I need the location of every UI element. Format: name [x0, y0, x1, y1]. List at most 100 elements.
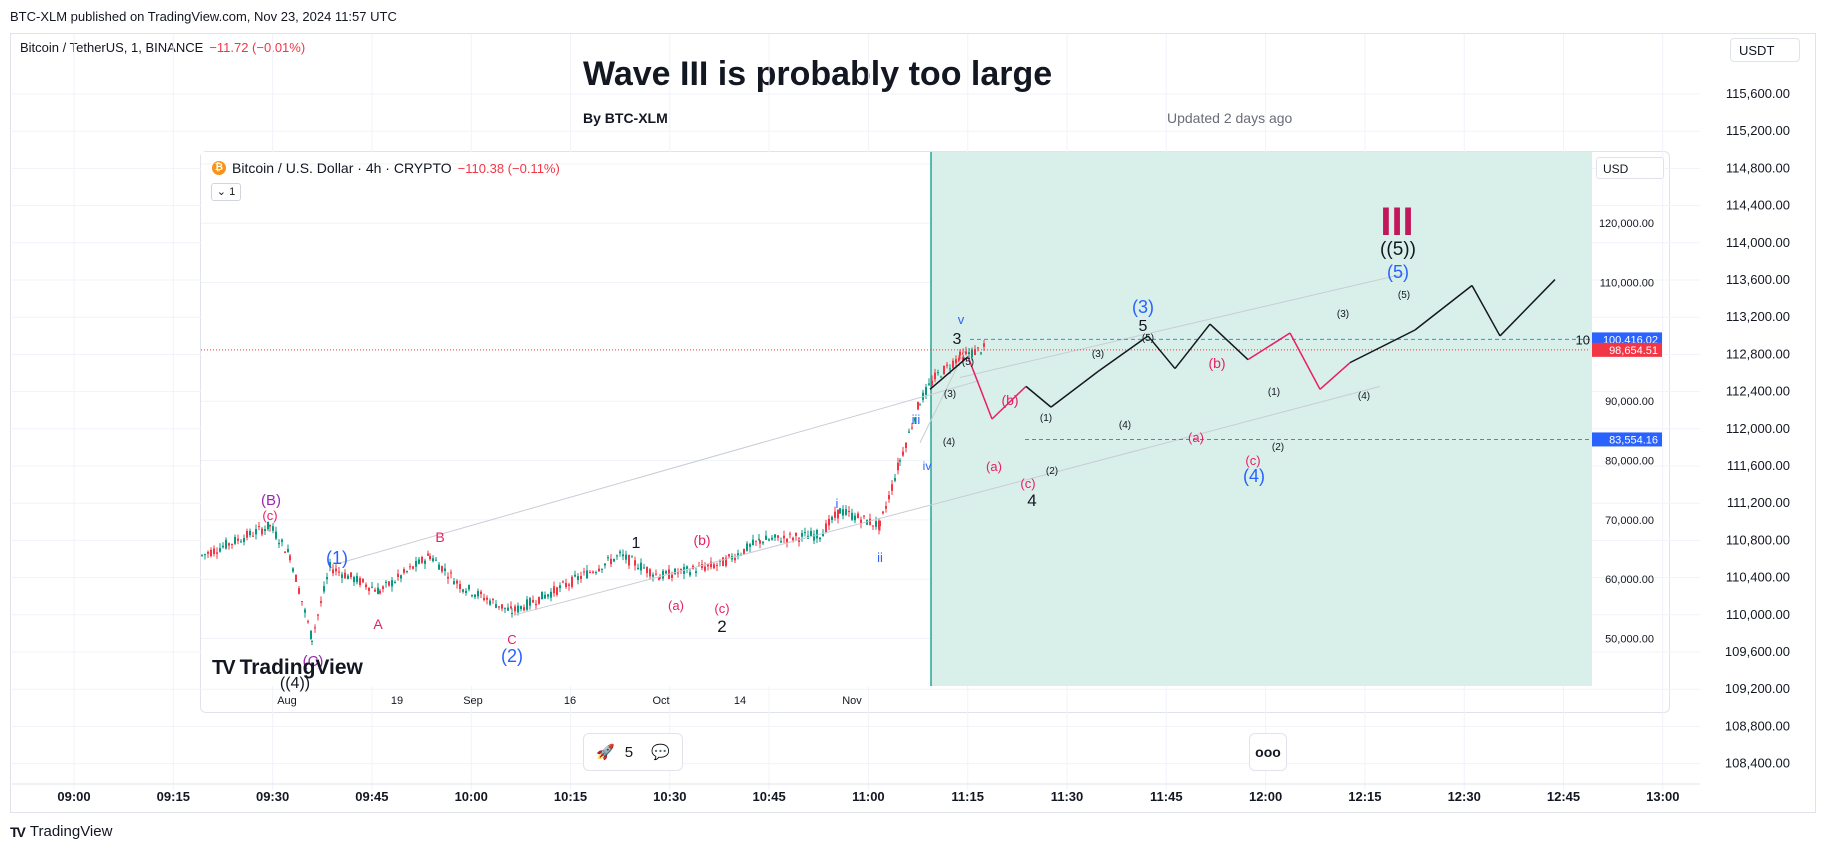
price-candle-body	[529, 598, 531, 606]
outer-x-tick: 12:30	[1448, 789, 1481, 804]
price-candle-body	[574, 574, 576, 577]
price-candle-body	[284, 551, 286, 553]
price-candle-body	[201, 554, 203, 556]
price-candle-body	[595, 572, 597, 574]
price-candle-body	[902, 451, 904, 456]
price-candle-body	[553, 586, 555, 594]
outer-x-tick: 12:00	[1249, 789, 1282, 804]
projection-segment	[967, 356, 993, 420]
inner-y-tick: 70,000.00	[1605, 515, 1654, 527]
price-candle-body	[421, 557, 423, 563]
outer-y-tick: 114,000.00	[1726, 235, 1790, 250]
price-candle-body	[625, 554, 627, 560]
currency-selector[interactable]: USDT	[1730, 38, 1800, 62]
price-candle-body	[571, 576, 573, 587]
boost-button[interactable]: 🚀 5 💬	[583, 733, 683, 771]
outer-x-tick: 09:30	[256, 789, 289, 804]
price-candle-body	[538, 596, 540, 604]
price-candle-body	[716, 565, 718, 567]
inner-symbol-change: −110.38 (−0.11%)	[457, 160, 560, 176]
price-candle-body	[839, 508, 841, 514]
inner-chart-frame	[200, 151, 1670, 713]
price-candle-body	[388, 581, 390, 586]
price-candle-body	[946, 364, 948, 366]
wave-label: (2)	[501, 646, 523, 666]
price-candle-body	[234, 536, 236, 544]
idea-author[interactable]: By BTC-XLM	[583, 110, 668, 126]
price-candle-body	[397, 573, 399, 577]
outer-y-tick: 109,200.00	[1725, 681, 1790, 696]
outer-y-tick: 115,200.00	[1726, 123, 1790, 138]
price-candle-body	[983, 343, 985, 347]
outer-chart-frame	[10, 33, 1816, 813]
price-candle-body	[272, 526, 274, 531]
price-candle-body	[810, 531, 812, 537]
price-candle-body	[825, 523, 827, 533]
price-candle-body	[447, 576, 449, 579]
price-candle-body	[749, 544, 751, 547]
price-candle-body	[510, 606, 512, 609]
projection-segment	[1209, 323, 1249, 361]
wave-label: (c)	[714, 601, 729, 616]
price-candle-body	[400, 575, 402, 579]
inner-currency-selector[interactable]: USD	[1596, 157, 1664, 179]
inner-y-tick: 50,000.00	[1605, 634, 1654, 646]
price-candle-body	[231, 543, 233, 545]
price-candle-body	[704, 566, 706, 571]
price-candle-body	[535, 603, 537, 606]
outer-y-tick: 108,400.00	[1725, 756, 1790, 771]
price-candle-body	[379, 590, 381, 594]
price-candle-body	[492, 599, 494, 601]
comment-icon[interactable]: 💬	[651, 744, 670, 761]
price-candle-body	[559, 585, 561, 589]
price-candle-body	[792, 537, 794, 541]
price-candle-body	[219, 548, 221, 552]
price-candle-body	[801, 533, 803, 537]
price-candle-body	[746, 543, 748, 551]
outer-y-tick: 111,200.00	[1727, 495, 1790, 510]
price-candle-body	[450, 572, 452, 574]
inner-symbol-name: Bitcoin / U.S. Dollar · 4h · CRYPTO	[232, 160, 452, 176]
price-candle-body	[314, 627, 316, 629]
price-candle-body	[899, 460, 901, 462]
price-candle-body	[759, 540, 761, 544]
outer-x-tick: 10:00	[455, 789, 488, 804]
price-candle-body	[289, 555, 291, 561]
price-candle-body	[928, 383, 930, 385]
outer-symbol-legend[interactable]: Bitcoin / TetherUS, 1, BINANCE −11.72 (−0…	[20, 40, 305, 55]
price-candle-body	[382, 586, 384, 590]
price-candle-body	[498, 606, 500, 608]
price-candle-body	[671, 574, 673, 578]
inner-y-tick: 80,000.00	[1605, 456, 1654, 468]
footer-logo[interactable]: TV TradingView	[10, 823, 112, 840]
price-candle-body	[854, 515, 856, 521]
more-button[interactable]: ooo	[1249, 733, 1287, 771]
price-candle-body	[204, 554, 206, 556]
outer-x-tick: 11:30	[1051, 789, 1084, 804]
price-candle-body	[468, 585, 470, 590]
price-candle-body	[728, 554, 730, 557]
inner-x-tick: 14	[734, 695, 746, 707]
outer-y-tick: 113,200.00	[1726, 309, 1790, 324]
inner-symbol-legend[interactable]: ₿ Bitcoin / U.S. Dollar · 4h · CRYPTO −110…	[212, 160, 560, 176]
indicator-count: 1	[229, 186, 236, 198]
price-candle-body	[882, 511, 884, 514]
tradingview-watermark-text: TradingView	[239, 656, 363, 679]
price-candle-body	[857, 513, 859, 519]
price-candle-body	[819, 537, 821, 540]
price-candle-body	[329, 562, 331, 567]
price-candle-body	[789, 533, 791, 535]
price-candle-body	[665, 571, 667, 574]
tradingview-logo-icon: TV	[212, 656, 236, 679]
price-candle-body	[368, 587, 370, 591]
price-candle-body	[495, 604, 497, 608]
price-candle-body	[213, 548, 215, 554]
indicator-toggle[interactable]: ⌄ 1	[211, 183, 241, 201]
price-candle-body	[786, 538, 788, 543]
wave-label: (a)	[986, 459, 1002, 474]
projection-segment	[1471, 285, 1501, 337]
price-candle-body	[616, 555, 618, 557]
price-candle-body	[592, 571, 594, 573]
price-candle-body	[743, 548, 745, 554]
price-candle-body	[919, 404, 921, 406]
